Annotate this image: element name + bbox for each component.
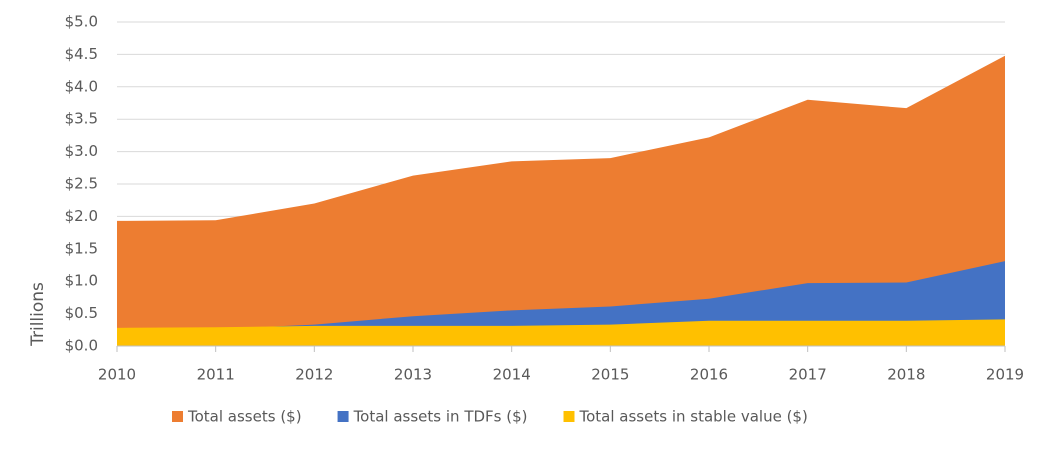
y-tick-label: $0.0	[65, 337, 98, 355]
x-tick-label: 2012	[295, 366, 333, 384]
x-tick-label: 2010	[98, 366, 136, 384]
legend-label: Total assets ($)	[187, 408, 302, 426]
x-tick-label: 2011	[197, 366, 235, 384]
y-tick-label: $4.0	[65, 77, 98, 95]
y-tick-label: $2.5	[65, 175, 98, 193]
x-tick-label: 2019	[986, 366, 1024, 384]
x-tick-label: 2018	[887, 366, 925, 384]
y-axis-label: Trillions	[28, 282, 48, 347]
y-tick-label: $3.0	[65, 142, 98, 160]
y-tick-label: $5.0	[65, 13, 98, 31]
y-tick-label: $2.0	[65, 207, 98, 225]
area	[117, 55, 1005, 347]
x-tick-label: 2014	[493, 366, 531, 384]
legend-swatch	[337, 411, 349, 422]
y-tick-label: $1.5	[65, 239, 98, 257]
y-tick-label: $1.0	[65, 272, 98, 290]
legend-swatch	[563, 411, 575, 422]
x-tick-label: 2016	[690, 366, 728, 384]
y-tick-label: $0.5	[65, 304, 98, 322]
y-tick-label: $3.5	[65, 110, 98, 128]
legend-label: Total assets in TDFs ($)	[353, 408, 528, 426]
legend-swatch	[172, 411, 183, 422]
x-tick-label: 2017	[789, 366, 827, 384]
x-tick-label: 2013	[394, 366, 432, 384]
area	[117, 319, 1005, 346]
y-tick-label: $4.5	[65, 45, 98, 63]
x-tick-label: 2015	[591, 366, 629, 384]
legend-label: Total assets in stable value ($)	[579, 408, 808, 426]
